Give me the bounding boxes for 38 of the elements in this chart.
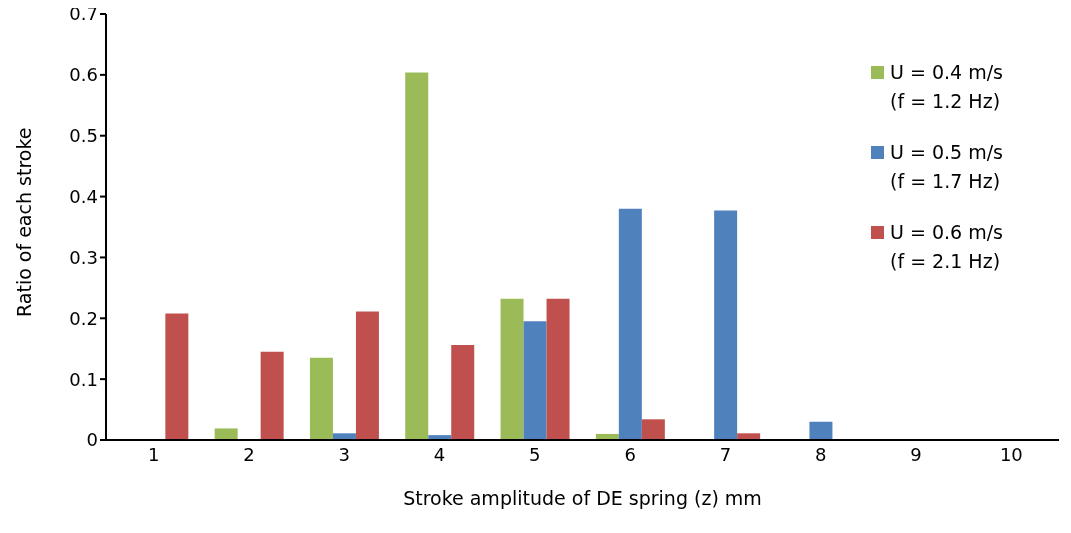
x-tick-label: 10	[999, 443, 1023, 465]
bar	[165, 313, 189, 440]
y-tick-label: 0.4	[69, 185, 98, 207]
x-tick-label: 2	[243, 443, 255, 465]
legend-label: U = 0.6 m/s (f = 2.1 Hz)	[890, 220, 1003, 274]
x-tick-label: 9	[910, 443, 922, 465]
bar	[309, 357, 333, 440]
x-tick-label: 1	[147, 443, 160, 465]
y-tick-label: 0.5	[69, 125, 98, 147]
x-tick-label: 8	[815, 443, 827, 465]
x-tick-label: 7	[719, 443, 732, 465]
y-tick-label: 0.1	[69, 368, 98, 390]
bar	[737, 433, 761, 440]
bar	[260, 351, 284, 440]
bar	[523, 321, 547, 440]
x-tick-label: 5	[529, 443, 541, 465]
legend-label: U = 0.4 m/s (f = 1.2 Hz)	[890, 60, 1003, 114]
x-axis-title: Stroke amplitude of DE spring (z) mm	[403, 487, 762, 509]
x-tick-label: 6	[624, 443, 636, 465]
bar	[809, 421, 833, 440]
bar	[355, 311, 379, 440]
bar	[641, 419, 665, 440]
bar	[500, 298, 524, 440]
bar	[546, 298, 570, 440]
x-tick-label: 3	[338, 443, 350, 465]
bar	[332, 433, 356, 440]
bar	[451, 345, 475, 440]
y-tick-label: 0.2	[69, 307, 98, 329]
bar	[714, 210, 738, 440]
bar	[214, 428, 238, 440]
y-tick-label: 0.6	[69, 64, 98, 86]
y-tick-label: 0.3	[69, 246, 98, 268]
bar	[405, 72, 429, 440]
bar	[618, 208, 642, 440]
x-tick-label: 4	[433, 443, 446, 465]
y-axis-title: Ratio of each stroke	[12, 127, 35, 317]
y-tick-label: 0	[86, 429, 98, 451]
legend-label: U = 0.5 m/s (f = 1.7 Hz)	[890, 140, 1003, 194]
